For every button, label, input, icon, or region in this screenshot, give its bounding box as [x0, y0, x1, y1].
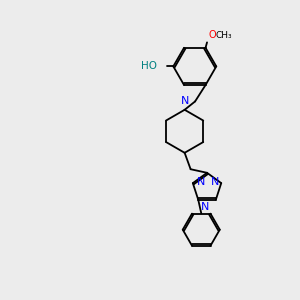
Text: N: N — [201, 202, 209, 212]
Text: O: O — [208, 30, 216, 40]
Text: N: N — [196, 177, 205, 187]
Text: CH₃: CH₃ — [215, 31, 232, 40]
Text: HO: HO — [141, 61, 157, 71]
Text: N: N — [211, 177, 219, 187]
Text: N: N — [181, 96, 189, 106]
